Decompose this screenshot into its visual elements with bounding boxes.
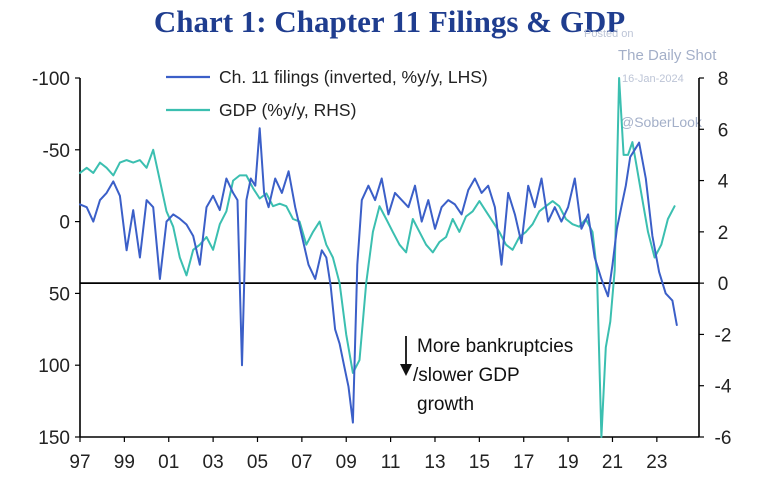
plot-frame bbox=[79, 78, 700, 438]
left-tick-label: 50 bbox=[49, 284, 70, 305]
x-tick-label: 01 bbox=[158, 452, 179, 473]
legend: Ch. 11 filings (inverted, %y/y, LHS) GDP… bbox=[166, 67, 488, 120]
left-axis-ticks: -100 -50 0 50 100 150 bbox=[32, 69, 80, 449]
x-tick-label: 13 bbox=[424, 452, 445, 473]
right-tick-label: 6 bbox=[718, 120, 729, 141]
watermark-handle: @SoberLook bbox=[620, 114, 702, 130]
watermark-posted: Posted on bbox=[584, 28, 634, 40]
series-line-filings bbox=[79, 127, 678, 424]
chart-title: Chart 1: Chapter 11 Filings & GDP bbox=[153, 4, 626, 39]
right-tick-label: 0 bbox=[718, 274, 729, 295]
x-tick-label: 05 bbox=[247, 452, 268, 473]
x-tick-label: 09 bbox=[336, 452, 357, 473]
x-tick-label: 15 bbox=[469, 452, 490, 473]
x-tick-label: 11 bbox=[381, 452, 401, 473]
left-tick-label: 150 bbox=[38, 428, 70, 449]
right-tick-label: 2 bbox=[718, 223, 729, 244]
left-tick-label: 0 bbox=[59, 213, 70, 234]
x-tick-label: 19 bbox=[558, 452, 579, 473]
right-tick-label: -2 bbox=[715, 325, 732, 346]
x-tick-label: 17 bbox=[513, 452, 534, 473]
annotation: More bankruptcies /slower GDP growth bbox=[400, 336, 573, 415]
left-tick-label: 100 bbox=[38, 356, 70, 377]
left-tick-label: -50 bbox=[43, 141, 70, 162]
right-tick-label: -6 bbox=[715, 428, 732, 449]
legend-label-gdp: GDP (%y/y, RHS) bbox=[219, 100, 356, 120]
x-tick-label: 23 bbox=[646, 452, 667, 473]
annotation-arrow-head bbox=[400, 364, 412, 376]
right-tick-label: -4 bbox=[715, 377, 732, 398]
right-tick-label: 4 bbox=[718, 172, 729, 193]
legend-label-filings: Ch. 11 filings (inverted, %y/y, LHS) bbox=[219, 67, 488, 87]
right-tick-label: 8 bbox=[718, 69, 729, 90]
annotation-line-3: growth bbox=[417, 394, 474, 415]
x-tick-label: 97 bbox=[69, 452, 90, 473]
annotation-line-1: More bankruptcies bbox=[417, 336, 573, 357]
right-axis-ticks: 8 6 4 2 0 -2 -4 -6 bbox=[699, 69, 732, 449]
series-layer bbox=[79, 77, 678, 438]
x-axis-ticks: 97 99 01 03 05 07 09 11 13 15 17 19 21 23 bbox=[69, 437, 667, 473]
series-line-gdp bbox=[79, 77, 676, 438]
x-tick-label: 03 bbox=[203, 452, 224, 473]
annotation-line-2: /slower GDP bbox=[413, 365, 520, 386]
x-tick-label: 21 bbox=[602, 452, 623, 473]
watermark-date: 16-Jan-2024 bbox=[622, 73, 684, 85]
left-tick-label: -100 bbox=[32, 69, 70, 90]
x-tick-label: 07 bbox=[291, 452, 312, 473]
x-tick-label: 99 bbox=[114, 452, 135, 473]
watermark-site: The Daily Shot bbox=[618, 47, 717, 64]
